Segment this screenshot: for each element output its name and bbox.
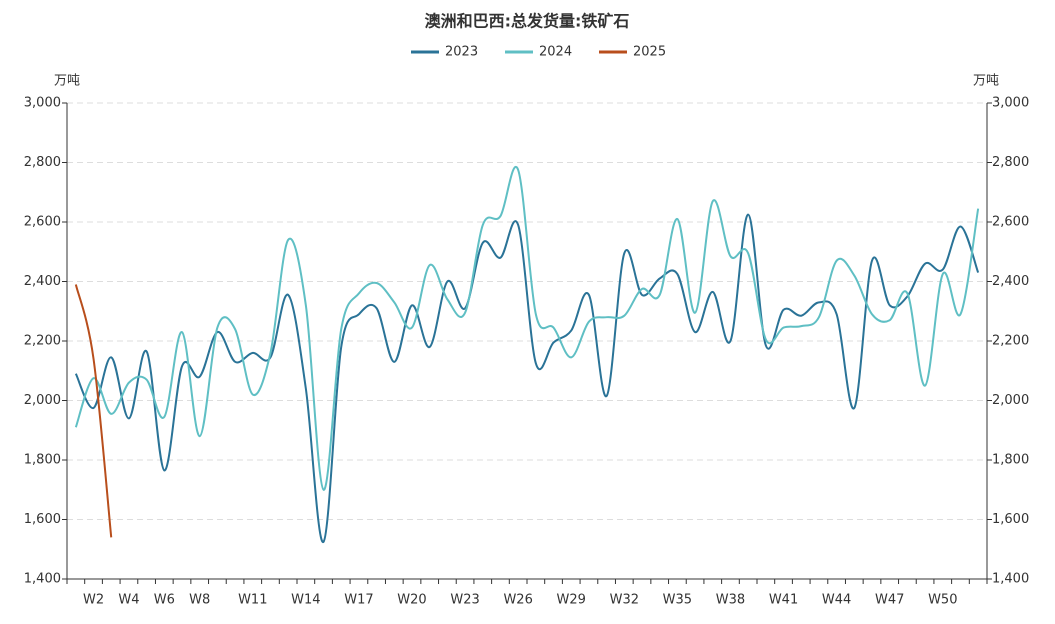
series-line bbox=[74, 166, 980, 491]
legend-label: 2024 bbox=[539, 45, 572, 60]
y2-tick-label: 2,800 bbox=[992, 155, 1029, 170]
x-tick-label: W32 bbox=[610, 593, 639, 608]
x-tick-label: W35 bbox=[663, 593, 692, 608]
y-tick-label: 2,600 bbox=[24, 215, 61, 230]
series-line bbox=[74, 213, 980, 543]
x-tick-label: W17 bbox=[344, 593, 373, 608]
y-tick-label: 1,400 bbox=[24, 572, 61, 587]
y2-tick-label: 1,800 bbox=[992, 453, 1029, 468]
x-tick-label: W2 bbox=[83, 593, 104, 608]
x-tick-label: W8 bbox=[189, 593, 210, 608]
x-tick-label: W44 bbox=[822, 593, 851, 608]
y2-tick-label: 2,000 bbox=[992, 393, 1029, 408]
x-tick-label: W4 bbox=[118, 593, 139, 608]
y2-tick-label: 1,600 bbox=[992, 512, 1029, 527]
y-tick-label: 2,200 bbox=[24, 334, 61, 349]
series-line bbox=[74, 284, 113, 538]
y-axis-label: 万吨 bbox=[54, 74, 80, 89]
x-tick-label: W23 bbox=[450, 593, 479, 608]
y-tick-label: 2,000 bbox=[24, 393, 61, 408]
y-tick-label: 1,800 bbox=[24, 453, 61, 468]
y-tick-label: 2,400 bbox=[24, 274, 61, 289]
x-tick-label: W41 bbox=[769, 593, 798, 608]
y2-tick-label: 2,400 bbox=[992, 274, 1029, 289]
x-tick-label: W38 bbox=[716, 593, 745, 608]
y2-tick-label: 2,600 bbox=[992, 215, 1029, 230]
x-tick-label: W50 bbox=[928, 593, 957, 608]
y-tick-label: 1,600 bbox=[24, 512, 61, 527]
y2-axis-label: 万吨 bbox=[973, 74, 999, 89]
chart-title: 澳洲和巴西:总发货量:铁矿石 bbox=[425, 12, 630, 31]
x-tick-label: W11 bbox=[238, 593, 267, 608]
y2-tick-label: 2,200 bbox=[992, 334, 1029, 349]
x-tick-label: W14 bbox=[291, 593, 320, 608]
legend-label: 2025 bbox=[633, 45, 666, 60]
y2-tick-label: 3,000 bbox=[992, 96, 1029, 111]
y2-tick-label: 1,400 bbox=[992, 572, 1029, 587]
y-tick-label: 3,000 bbox=[24, 96, 61, 111]
legend-label: 2023 bbox=[445, 45, 478, 60]
y-tick-label: 2,800 bbox=[24, 155, 61, 170]
x-tick-label: W6 bbox=[154, 593, 175, 608]
x-tick-label: W29 bbox=[557, 593, 586, 608]
x-tick-label: W20 bbox=[397, 593, 426, 608]
x-tick-label: W47 bbox=[875, 593, 904, 608]
x-tick-label: W26 bbox=[503, 593, 532, 608]
